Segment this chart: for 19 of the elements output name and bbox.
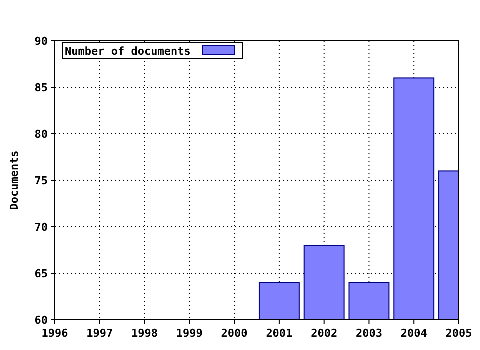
y-tick-label: 90 [34, 35, 48, 48]
x-tick-label: 2000 [221, 327, 248, 340]
y-tick-label: 60 [34, 314, 48, 327]
x-tick-label: 2001 [266, 327, 294, 340]
y-tick-label: 80 [34, 128, 48, 141]
x-tick-label: 1996 [42, 327, 69, 340]
legend-label: Number of documents [65, 45, 191, 58]
y-tick-label: 65 [34, 268, 48, 280]
x-tick-label: 2002 [311, 327, 338, 340]
x-tick-label: 2004 [400, 327, 428, 340]
y-tick-label: 75 [34, 174, 48, 188]
x-tick-label: 2003 [356, 327, 382, 340]
y-tick-label: 85 [34, 82, 48, 94]
x-tick-label: 2005 [446, 327, 472, 340]
y-tick-label: 70 [34, 221, 48, 234]
x-tick-label: 1999 [176, 327, 203, 340]
x-tick-label: 1997 [86, 327, 114, 340]
x-tick-label: 1998 [132, 327, 158, 340]
y-axis-title: Documents [8, 150, 21, 210]
